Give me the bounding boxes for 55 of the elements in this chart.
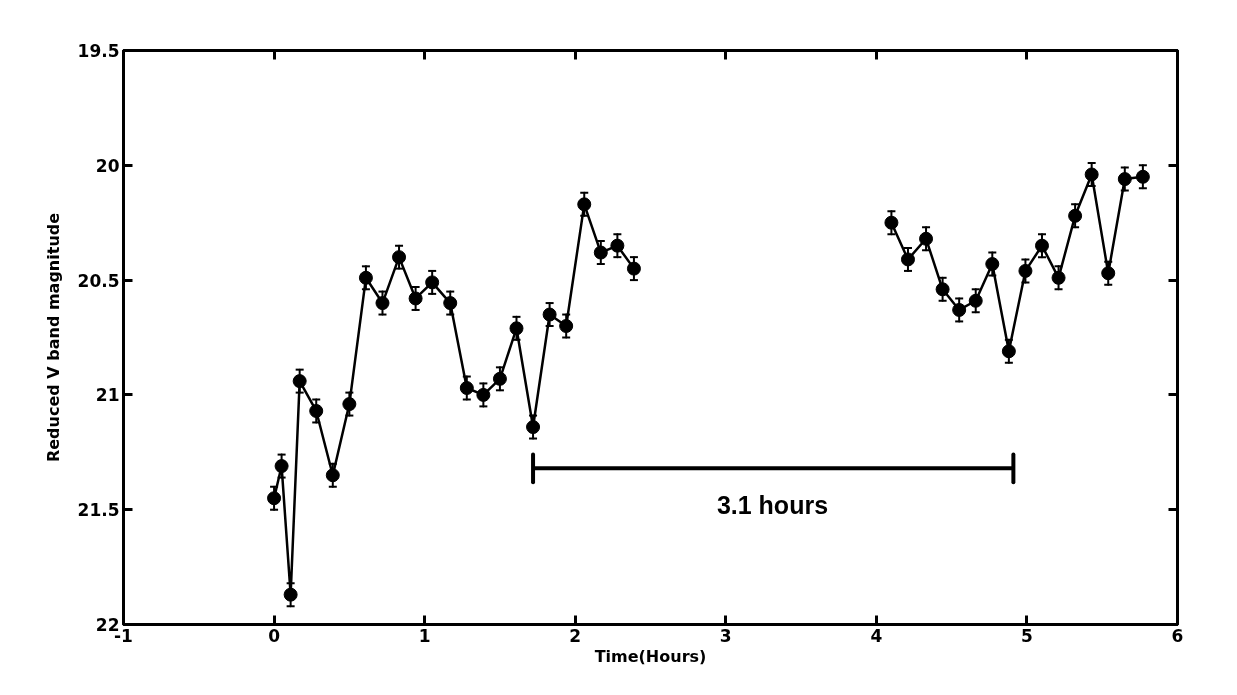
point	[274, 459, 289, 474]
point	[610, 238, 625, 253]
x-tick-label: 3	[719, 625, 732, 646]
point	[542, 307, 557, 322]
annotation: 3.1 hours	[716, 491, 829, 520]
point	[309, 403, 324, 418]
point	[443, 296, 458, 311]
point	[1101, 266, 1116, 281]
x-tick-label: 1	[418, 625, 431, 646]
point	[1001, 344, 1016, 359]
x-tick-label: 2	[569, 625, 582, 646]
y-tick-label: 21	[95, 385, 120, 406]
x-tick-label: 4	[870, 625, 883, 646]
y-tick-label: 19.5	[77, 41, 120, 61]
point	[342, 397, 357, 412]
x-tick-label: 6	[1171, 625, 1184, 646]
y-tick-label: 21.5	[77, 500, 120, 521]
y-tick-label: 20.5	[77, 270, 120, 291]
point	[593, 245, 608, 260]
point	[952, 302, 967, 317]
point	[408, 291, 423, 306]
point	[1018, 263, 1033, 278]
point	[884, 215, 899, 230]
point	[358, 270, 373, 285]
x-tick-label: 5	[1021, 625, 1033, 646]
point	[283, 587, 298, 602]
x-axis-title: Time(Hours)	[594, 646, 707, 666]
point	[900, 252, 915, 267]
point	[459, 381, 474, 395]
point	[526, 420, 541, 435]
x-tick-label: 0	[268, 625, 281, 646]
point	[509, 321, 524, 336]
point	[919, 231, 934, 246]
point	[1068, 208, 1083, 223]
point	[292, 374, 307, 389]
point	[492, 371, 507, 386]
point	[1051, 270, 1066, 285]
point	[1135, 169, 1150, 184]
point	[577, 197, 592, 212]
y-tick-label: 20	[95, 155, 120, 176]
point	[626, 261, 641, 276]
point	[392, 250, 407, 265]
point	[375, 296, 390, 311]
point	[559, 319, 574, 334]
point	[985, 257, 1000, 272]
point	[968, 293, 983, 308]
point	[1117, 172, 1132, 187]
point	[1084, 167, 1099, 182]
point	[325, 468, 340, 483]
point	[267, 491, 282, 506]
point	[1034, 238, 1049, 253]
point	[935, 282, 950, 297]
y-axis-title: Reduced V band magnitude	[43, 212, 63, 463]
point	[476, 387, 491, 402]
point	[425, 275, 440, 290]
